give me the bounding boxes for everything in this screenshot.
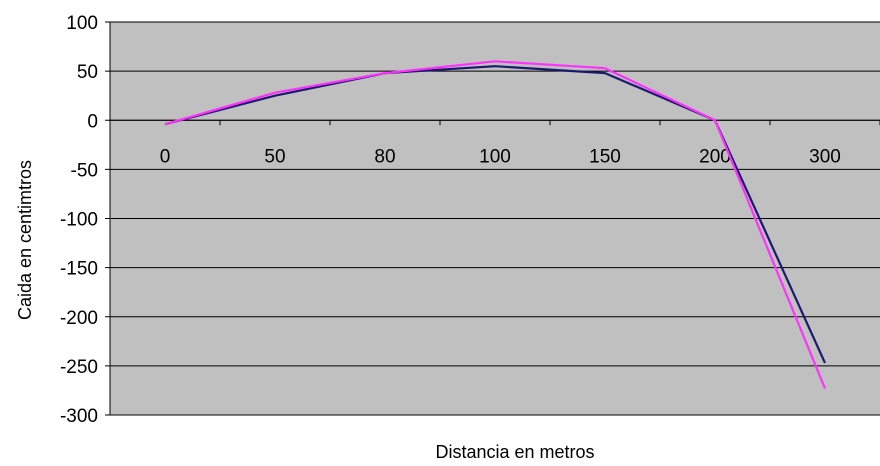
x-tick-label: 300 <box>809 146 841 167</box>
x-tick-label: 200 <box>699 146 731 167</box>
x-tick-label: 150 <box>589 146 621 167</box>
y-tick-label: -100 <box>60 210 98 231</box>
x-tick-label: 80 <box>374 146 395 167</box>
y-tick-label: 50 <box>77 62 98 83</box>
y-tick-label: 0 <box>87 111 98 132</box>
x-tick-label: 0 <box>160 146 171 167</box>
y-tick-label: 100 <box>66 13 98 34</box>
y-tick-label: -150 <box>60 259 98 280</box>
y-axis-ticks: 100 50 0 -50 -100 -150 -200 -250 -300 <box>60 13 110 427</box>
y-tick-label: -300 <box>60 406 98 427</box>
x-tick-label: 50 <box>264 146 285 167</box>
y-tick-label: -50 <box>71 160 98 181</box>
y-tick-label: -200 <box>60 308 98 329</box>
x-axis-title: Distancia en metros <box>435 442 594 462</box>
x-tick-label: 100 <box>479 146 511 167</box>
x-axis-ticks: 0 50 80 100 150 200 300 <box>109 120 880 167</box>
y-axis-title: Caida en centimtros <box>15 160 35 320</box>
y-tick-label: -250 <box>60 357 98 378</box>
series-lines <box>164 60 827 389</box>
series-line-2 <box>164 60 827 389</box>
